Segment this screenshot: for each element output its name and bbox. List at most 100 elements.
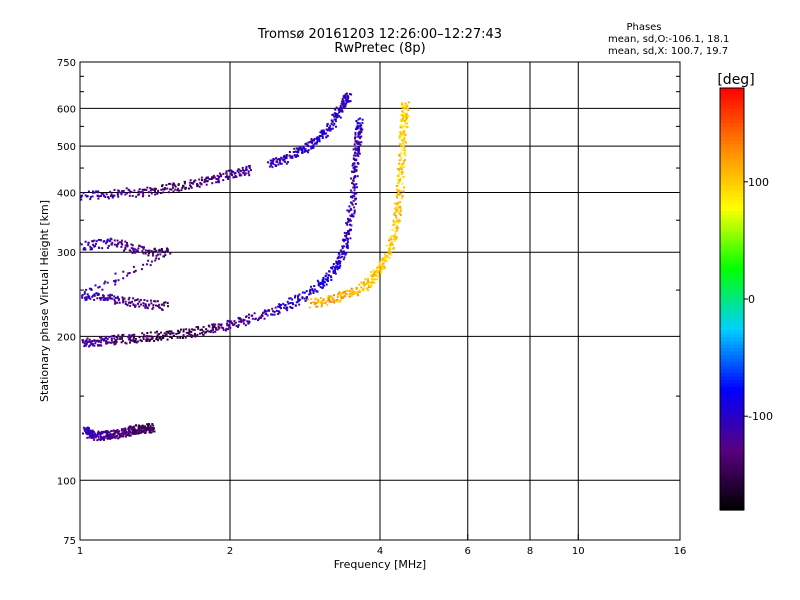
data-point bbox=[146, 306, 149, 309]
data-point bbox=[371, 281, 374, 284]
data-point bbox=[308, 293, 311, 296]
data-point bbox=[201, 328, 203, 331]
data-point bbox=[143, 299, 146, 301]
data-point bbox=[114, 339, 117, 342]
data-point bbox=[263, 311, 266, 313]
data-point bbox=[332, 124, 335, 127]
data-point bbox=[356, 291, 359, 294]
data-point bbox=[144, 249, 147, 252]
data-point bbox=[336, 296, 339, 298]
data-point bbox=[339, 116, 342, 119]
data-point bbox=[148, 335, 151, 338]
data-point bbox=[314, 288, 317, 291]
data-point bbox=[351, 289, 354, 292]
data-point bbox=[128, 189, 131, 192]
data-point bbox=[345, 234, 348, 237]
data-point bbox=[305, 150, 308, 152]
data-point bbox=[198, 178, 201, 181]
data-point bbox=[81, 194, 84, 197]
data-point bbox=[117, 195, 120, 198]
data-point bbox=[344, 102, 347, 105]
data-point bbox=[294, 150, 297, 153]
data-point bbox=[230, 172, 233, 175]
colorbar-segment bbox=[720, 506, 744, 511]
data-point bbox=[172, 186, 174, 189]
data-point bbox=[399, 166, 402, 169]
data-point bbox=[358, 132, 361, 135]
data-point bbox=[392, 219, 395, 222]
data-point bbox=[123, 297, 126, 300]
data-point bbox=[157, 257, 160, 260]
data-point bbox=[235, 325, 238, 328]
data-point bbox=[358, 149, 361, 152]
data-point bbox=[129, 425, 132, 428]
data-point bbox=[139, 339, 142, 342]
data-point bbox=[343, 292, 345, 294]
data-point bbox=[231, 322, 233, 325]
colorbar-segment bbox=[720, 140, 744, 145]
data-point bbox=[154, 193, 157, 196]
data-point bbox=[196, 333, 199, 336]
data-point bbox=[395, 214, 397, 217]
data-point bbox=[132, 432, 135, 435]
data-point bbox=[377, 272, 380, 275]
data-point bbox=[399, 178, 402, 180]
data-point bbox=[93, 245, 96, 248]
data-point bbox=[115, 434, 118, 437]
data-point bbox=[401, 118, 404, 121]
data-point bbox=[81, 296, 84, 299]
data-point bbox=[127, 272, 130, 275]
data-point bbox=[405, 113, 408, 116]
data-point bbox=[151, 307, 154, 310]
data-point bbox=[100, 339, 103, 342]
data-point bbox=[345, 92, 348, 95]
data-point bbox=[233, 322, 236, 325]
data-point bbox=[245, 165, 248, 168]
data-point bbox=[189, 181, 192, 184]
colorbar-segment bbox=[720, 306, 744, 311]
data-point bbox=[134, 304, 137, 307]
data-point bbox=[257, 318, 260, 320]
data-point bbox=[110, 338, 113, 340]
data-point bbox=[376, 278, 379, 281]
colorbar-segment bbox=[720, 151, 744, 156]
data-point bbox=[350, 201, 352, 204]
colorbar-segment bbox=[720, 281, 744, 286]
data-point bbox=[342, 99, 345, 102]
data-point bbox=[385, 260, 388, 263]
data-point bbox=[86, 296, 89, 299]
data-point bbox=[161, 303, 164, 306]
data-point bbox=[132, 265, 135, 268]
data-point bbox=[311, 142, 314, 144]
data-point bbox=[360, 141, 363, 144]
data-point bbox=[109, 237, 112, 240]
data-point bbox=[324, 301, 327, 304]
data-point bbox=[162, 255, 165, 258]
data-point bbox=[310, 302, 312, 305]
data-point bbox=[401, 195, 404, 198]
data-point bbox=[106, 342, 108, 345]
data-point bbox=[404, 154, 407, 157]
data-point bbox=[345, 222, 348, 225]
data-point bbox=[142, 304, 145, 307]
data-point bbox=[98, 433, 101, 436]
data-point bbox=[247, 172, 250, 175]
data-point bbox=[152, 430, 155, 433]
data-point bbox=[99, 297, 101, 300]
colorbar-segment bbox=[720, 495, 744, 501]
data-point bbox=[301, 151, 303, 154]
data-point bbox=[402, 125, 405, 128]
data-point bbox=[338, 267, 341, 269]
colorbar-segment bbox=[720, 502, 744, 508]
data-point bbox=[305, 296, 308, 298]
data-point bbox=[362, 281, 365, 284]
data-point bbox=[117, 437, 120, 440]
data-point bbox=[346, 239, 349, 241]
data-point bbox=[398, 180, 401, 182]
data-point bbox=[317, 281, 320, 284]
data-point bbox=[362, 288, 365, 291]
data-point bbox=[311, 140, 314, 143]
colorbar-segment bbox=[720, 411, 744, 416]
data-point bbox=[97, 344, 100, 347]
data-point bbox=[400, 171, 403, 174]
